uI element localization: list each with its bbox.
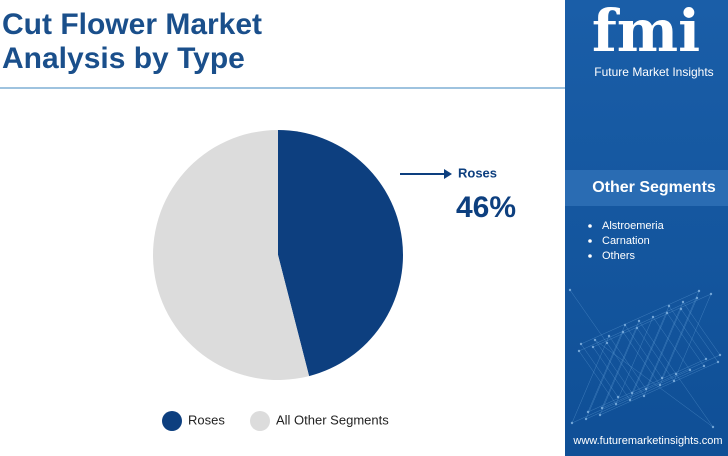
network-line	[592, 346, 631, 401]
bullet	[588, 254, 592, 258]
network-line	[680, 308, 719, 363]
network-line	[571, 369, 691, 424]
legend-label: Roses	[188, 412, 225, 427]
sidebar-heading: Other Segments	[592, 179, 716, 196]
network-line	[578, 350, 617, 405]
network-line	[666, 312, 705, 367]
network-line	[622, 331, 661, 386]
network-line	[587, 358, 707, 413]
network-line	[682, 301, 721, 356]
network-line	[585, 365, 705, 420]
network-line	[661, 290, 700, 379]
network-line	[592, 293, 712, 348]
segment-item: Carnation	[602, 235, 650, 247]
network-line	[571, 335, 610, 424]
logo: fmi	[592, 0, 700, 65]
network-line	[624, 324, 663, 379]
segment-item: Alstroemeria	[602, 220, 665, 232]
pie-slice	[153, 130, 310, 380]
network-line	[668, 305, 707, 360]
network-line	[638, 320, 677, 375]
legend-swatch	[162, 411, 182, 431]
network-line	[580, 343, 619, 398]
network-line	[587, 324, 626, 413]
network-line	[599, 361, 719, 416]
network-line	[675, 373, 714, 428]
network-line	[601, 320, 640, 409]
network-line	[569, 289, 608, 344]
network-line	[615, 316, 654, 405]
network-line	[599, 327, 638, 416]
website: www.futuremarketinsights.com	[572, 435, 722, 447]
network-line	[578, 297, 698, 352]
network-line	[643, 308, 682, 397]
callout-value: 46%	[456, 191, 516, 224]
network-line	[659, 297, 698, 386]
network-line	[608, 335, 647, 390]
pie-slice	[278, 130, 404, 377]
segment-item: Others	[602, 250, 636, 262]
sidebar-heading-band	[565, 170, 728, 206]
network-line	[673, 293, 712, 382]
callout-label: Roses	[458, 165, 497, 180]
network-line	[594, 339, 714, 428]
legend-label: All Other Segments	[276, 412, 389, 427]
network-line	[652, 316, 691, 371]
network-line	[585, 331, 624, 420]
callout-arrow-head	[444, 169, 452, 179]
network-line	[601, 354, 721, 409]
legend-swatch	[250, 411, 270, 431]
network-line	[645, 301, 684, 390]
bullet	[588, 239, 592, 243]
bullet	[588, 224, 592, 228]
brand-name: Future Market Insights	[594, 65, 713, 79]
chart-title: Cut Flower Market Analysis by Type	[2, 8, 262, 75]
network-line	[636, 327, 675, 382]
network-decoration	[568, 288, 722, 429]
network-line	[606, 342, 645, 397]
network-line	[580, 290, 700, 345]
network-line	[594, 339, 633, 394]
sidebar	[565, 0, 728, 456]
network-line	[629, 312, 668, 401]
network-line	[631, 305, 670, 394]
